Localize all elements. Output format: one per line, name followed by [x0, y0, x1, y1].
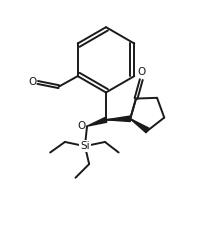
Text: O: O	[28, 77, 37, 88]
Text: Si: Si	[80, 141, 90, 151]
Polygon shape	[87, 117, 107, 126]
Text: O: O	[78, 121, 86, 131]
Polygon shape	[130, 119, 149, 133]
Polygon shape	[106, 116, 130, 122]
Text: O: O	[138, 67, 146, 77]
